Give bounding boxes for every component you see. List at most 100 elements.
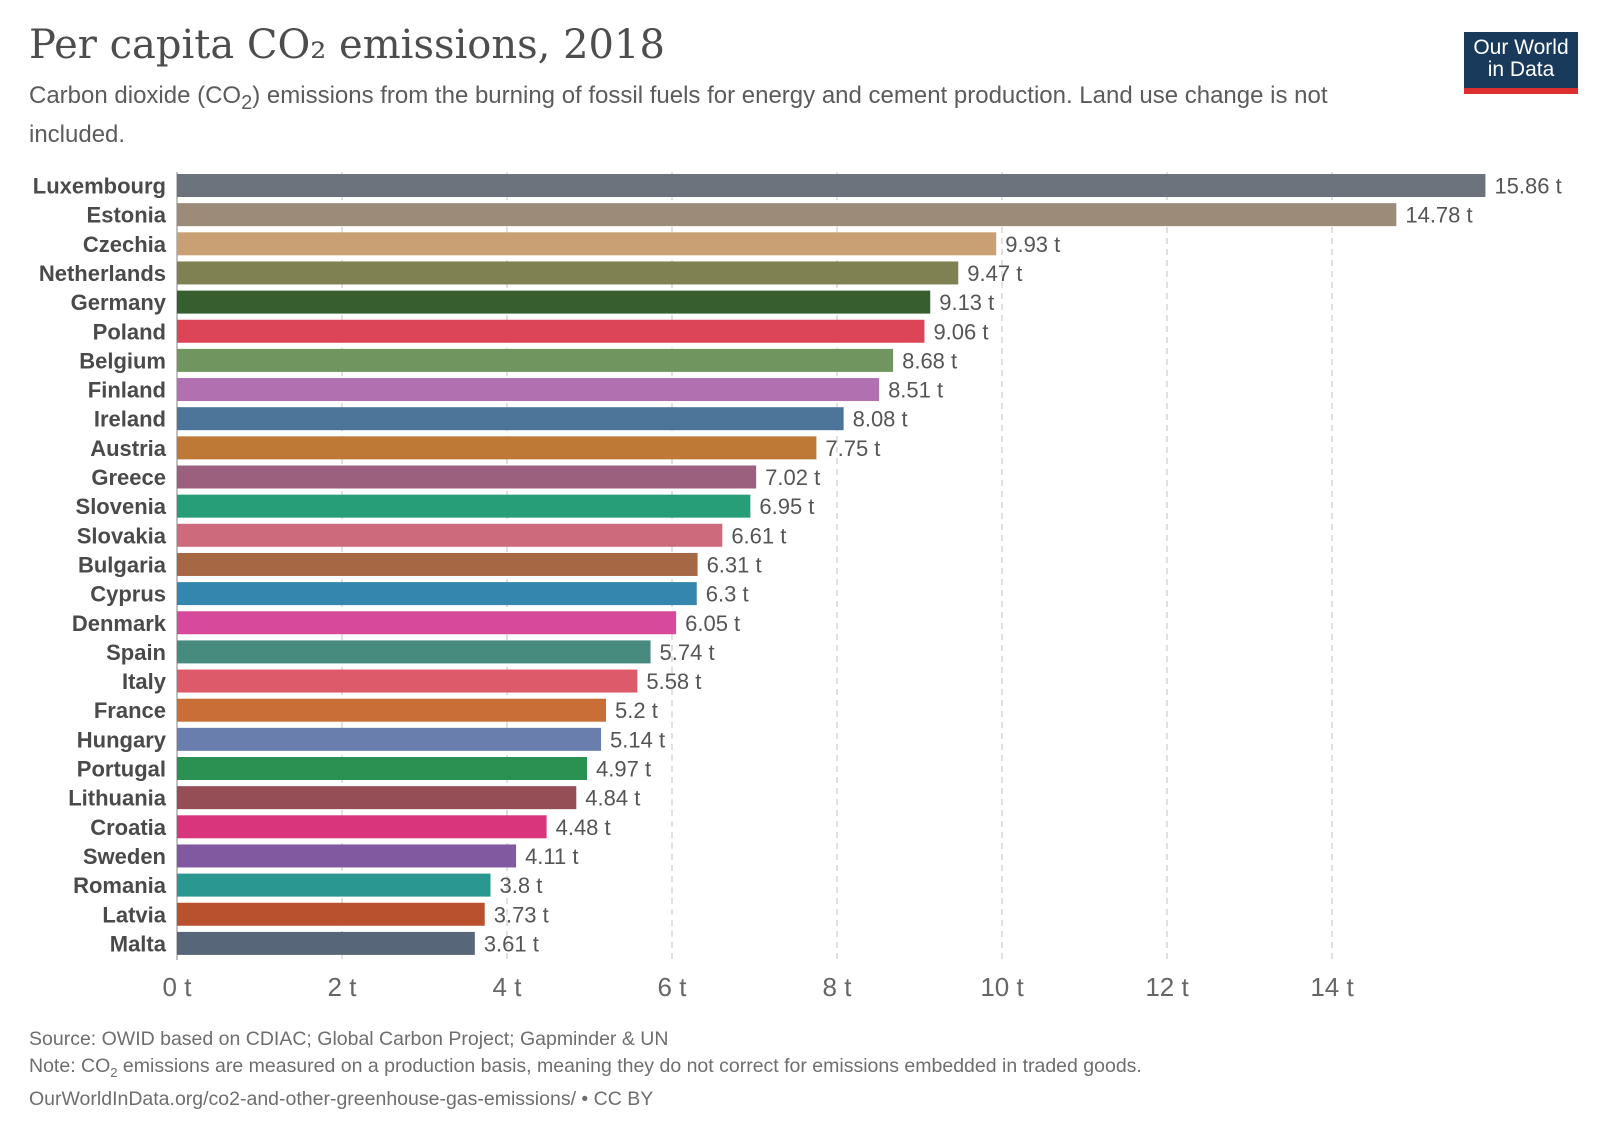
value-label: 6.3 t — [706, 582, 749, 607]
source-text: Source: OWID based on CDIAC; Global Carb… — [29, 1028, 669, 1050]
bar-czechia — [177, 232, 997, 256]
category-label: Portugal — [77, 757, 166, 782]
category-label: Slovenia — [76, 494, 167, 519]
value-label: 8.51 t — [888, 378, 943, 403]
bar-netherlands — [177, 261, 959, 285]
value-label: 9.06 t — [933, 319, 988, 344]
subtitle-subscript: 2 — [241, 91, 253, 114]
bar-sweden — [177, 844, 517, 868]
bar-belgium — [177, 348, 894, 372]
value-label: 14.78 t — [1405, 203, 1472, 228]
logo-accent-bar — [1464, 88, 1578, 94]
bar-malta — [177, 931, 475, 955]
bar-cyprus — [177, 582, 697, 606]
category-label: Cyprus — [90, 582, 166, 607]
x-tick-label: 10 t — [980, 972, 1024, 1002]
value-label: 5.14 t — [610, 727, 665, 752]
bar-france — [177, 698, 606, 722]
value-label: 4.84 t — [585, 786, 640, 811]
value-label: 6.61 t — [731, 523, 786, 548]
bar-finland — [177, 378, 880, 402]
value-label: 9.47 t — [967, 261, 1022, 286]
value-label: 6.05 t — [685, 611, 740, 636]
category-label: Slovakia — [77, 523, 167, 548]
value-label: 4.97 t — [596, 757, 651, 782]
x-tick-label: 14 t — [1310, 972, 1354, 1002]
bar-romania — [177, 873, 491, 897]
category-label: Bulgaria — [78, 552, 167, 577]
bar-spain — [177, 640, 651, 664]
note-subscript: 2 — [110, 1064, 118, 1080]
bar-croatia — [177, 815, 547, 839]
bar-chart: Luxembourg 15.86 t Estonia 14.78 t Czechia 9.… — [33, 172, 1562, 1002]
value-label: 3.73 t — [494, 902, 549, 927]
category-label: Czechia — [83, 232, 167, 257]
chart-footer: Source: OWID based on CDIAC; Global Carb… — [29, 1026, 1569, 1113]
bar-austria — [177, 436, 817, 460]
chart-subtitle: Carbon dioxide (CO2) emissions from the … — [29, 80, 1359, 151]
note-text: Note: CO2 emissions are measured on a pr… — [29, 1053, 1569, 1086]
value-label: 5.2 t — [615, 698, 658, 723]
category-label: Finland — [88, 378, 166, 403]
value-label: 6.31 t — [707, 552, 762, 577]
bar-portugal — [177, 757, 588, 780]
note-text-end: emissions are measured on a production b… — [117, 1055, 1142, 1077]
subtitle-text-end: ) emissions from the burning of fossil f… — [29, 82, 1328, 148]
category-label: Luxembourg — [33, 174, 166, 199]
bar-ireland — [177, 407, 844, 431]
value-label: 8.68 t — [902, 348, 957, 373]
value-label: 4.11 t — [525, 844, 578, 869]
category-label: France — [94, 698, 166, 723]
category-label: Denmark — [72, 611, 167, 636]
bar-estonia — [177, 203, 1397, 227]
category-label: Ireland — [94, 407, 166, 432]
bar-slovakia — [177, 523, 723, 547]
bar-greece — [177, 465, 757, 489]
bar-lithuania — [177, 786, 577, 810]
x-tick-label: 4 t — [493, 972, 523, 1002]
x-tick-label: 0 t — [163, 972, 193, 1002]
x-tick-label: 8 t — [823, 972, 853, 1002]
category-label: Romania — [73, 873, 167, 898]
x-tick-label: 12 t — [1145, 972, 1189, 1002]
category-label: Hungary — [77, 727, 167, 752]
value-label: 8.08 t — [853, 407, 908, 432]
x-tick-label: 2 t — [328, 972, 358, 1002]
logo-line-1: Our World — [1473, 36, 1569, 59]
category-label: Spain — [106, 640, 166, 665]
value-label: 9.93 t — [1005, 232, 1060, 257]
category-label: Sweden — [83, 844, 166, 869]
category-label: Estonia — [87, 203, 167, 228]
category-label: Croatia — [90, 815, 167, 840]
category-label: Austria — [90, 436, 167, 461]
bar-denmark — [177, 611, 677, 635]
bar-latvia — [177, 902, 485, 926]
value-label: 9.13 t — [939, 290, 994, 315]
logo-line-2: in Data — [1487, 58, 1555, 81]
category-label: Italy — [122, 669, 167, 694]
value-label: 7.02 t — [765, 465, 820, 490]
bar-luxembourg — [177, 174, 1486, 197]
value-label: 15.86 t — [1494, 174, 1561, 199]
value-label: 7.75 t — [825, 436, 880, 461]
category-label: Lithuania — [68, 786, 167, 811]
note-text-start: Note: CO — [29, 1055, 111, 1077]
owid-logo[interactable]: Our World in Data — [1464, 32, 1578, 94]
value-label: 4.48 t — [556, 815, 611, 840]
category-label: Belgium — [79, 348, 166, 373]
bar-poland — [177, 319, 925, 343]
bar-italy — [177, 669, 638, 693]
category-label: Greece — [91, 465, 166, 490]
chart-title: Per capita CO₂ emissions, 2018 — [29, 22, 665, 68]
category-label: Latvia — [102, 902, 166, 927]
value-label: 5.58 t — [646, 669, 701, 694]
bar-germany — [177, 290, 931, 314]
category-label: Poland — [93, 319, 166, 344]
bar-slovenia — [177, 494, 751, 518]
category-label: Germany — [71, 290, 167, 315]
value-label: 3.61 t — [484, 931, 539, 956]
category-label: Malta — [110, 931, 167, 956]
category-label: Netherlands — [39, 261, 166, 286]
value-label: 5.74 t — [660, 640, 715, 665]
source-url-link[interactable]: OurWorldInData.org/co2-and-other-greenho… — [29, 1087, 654, 1110]
